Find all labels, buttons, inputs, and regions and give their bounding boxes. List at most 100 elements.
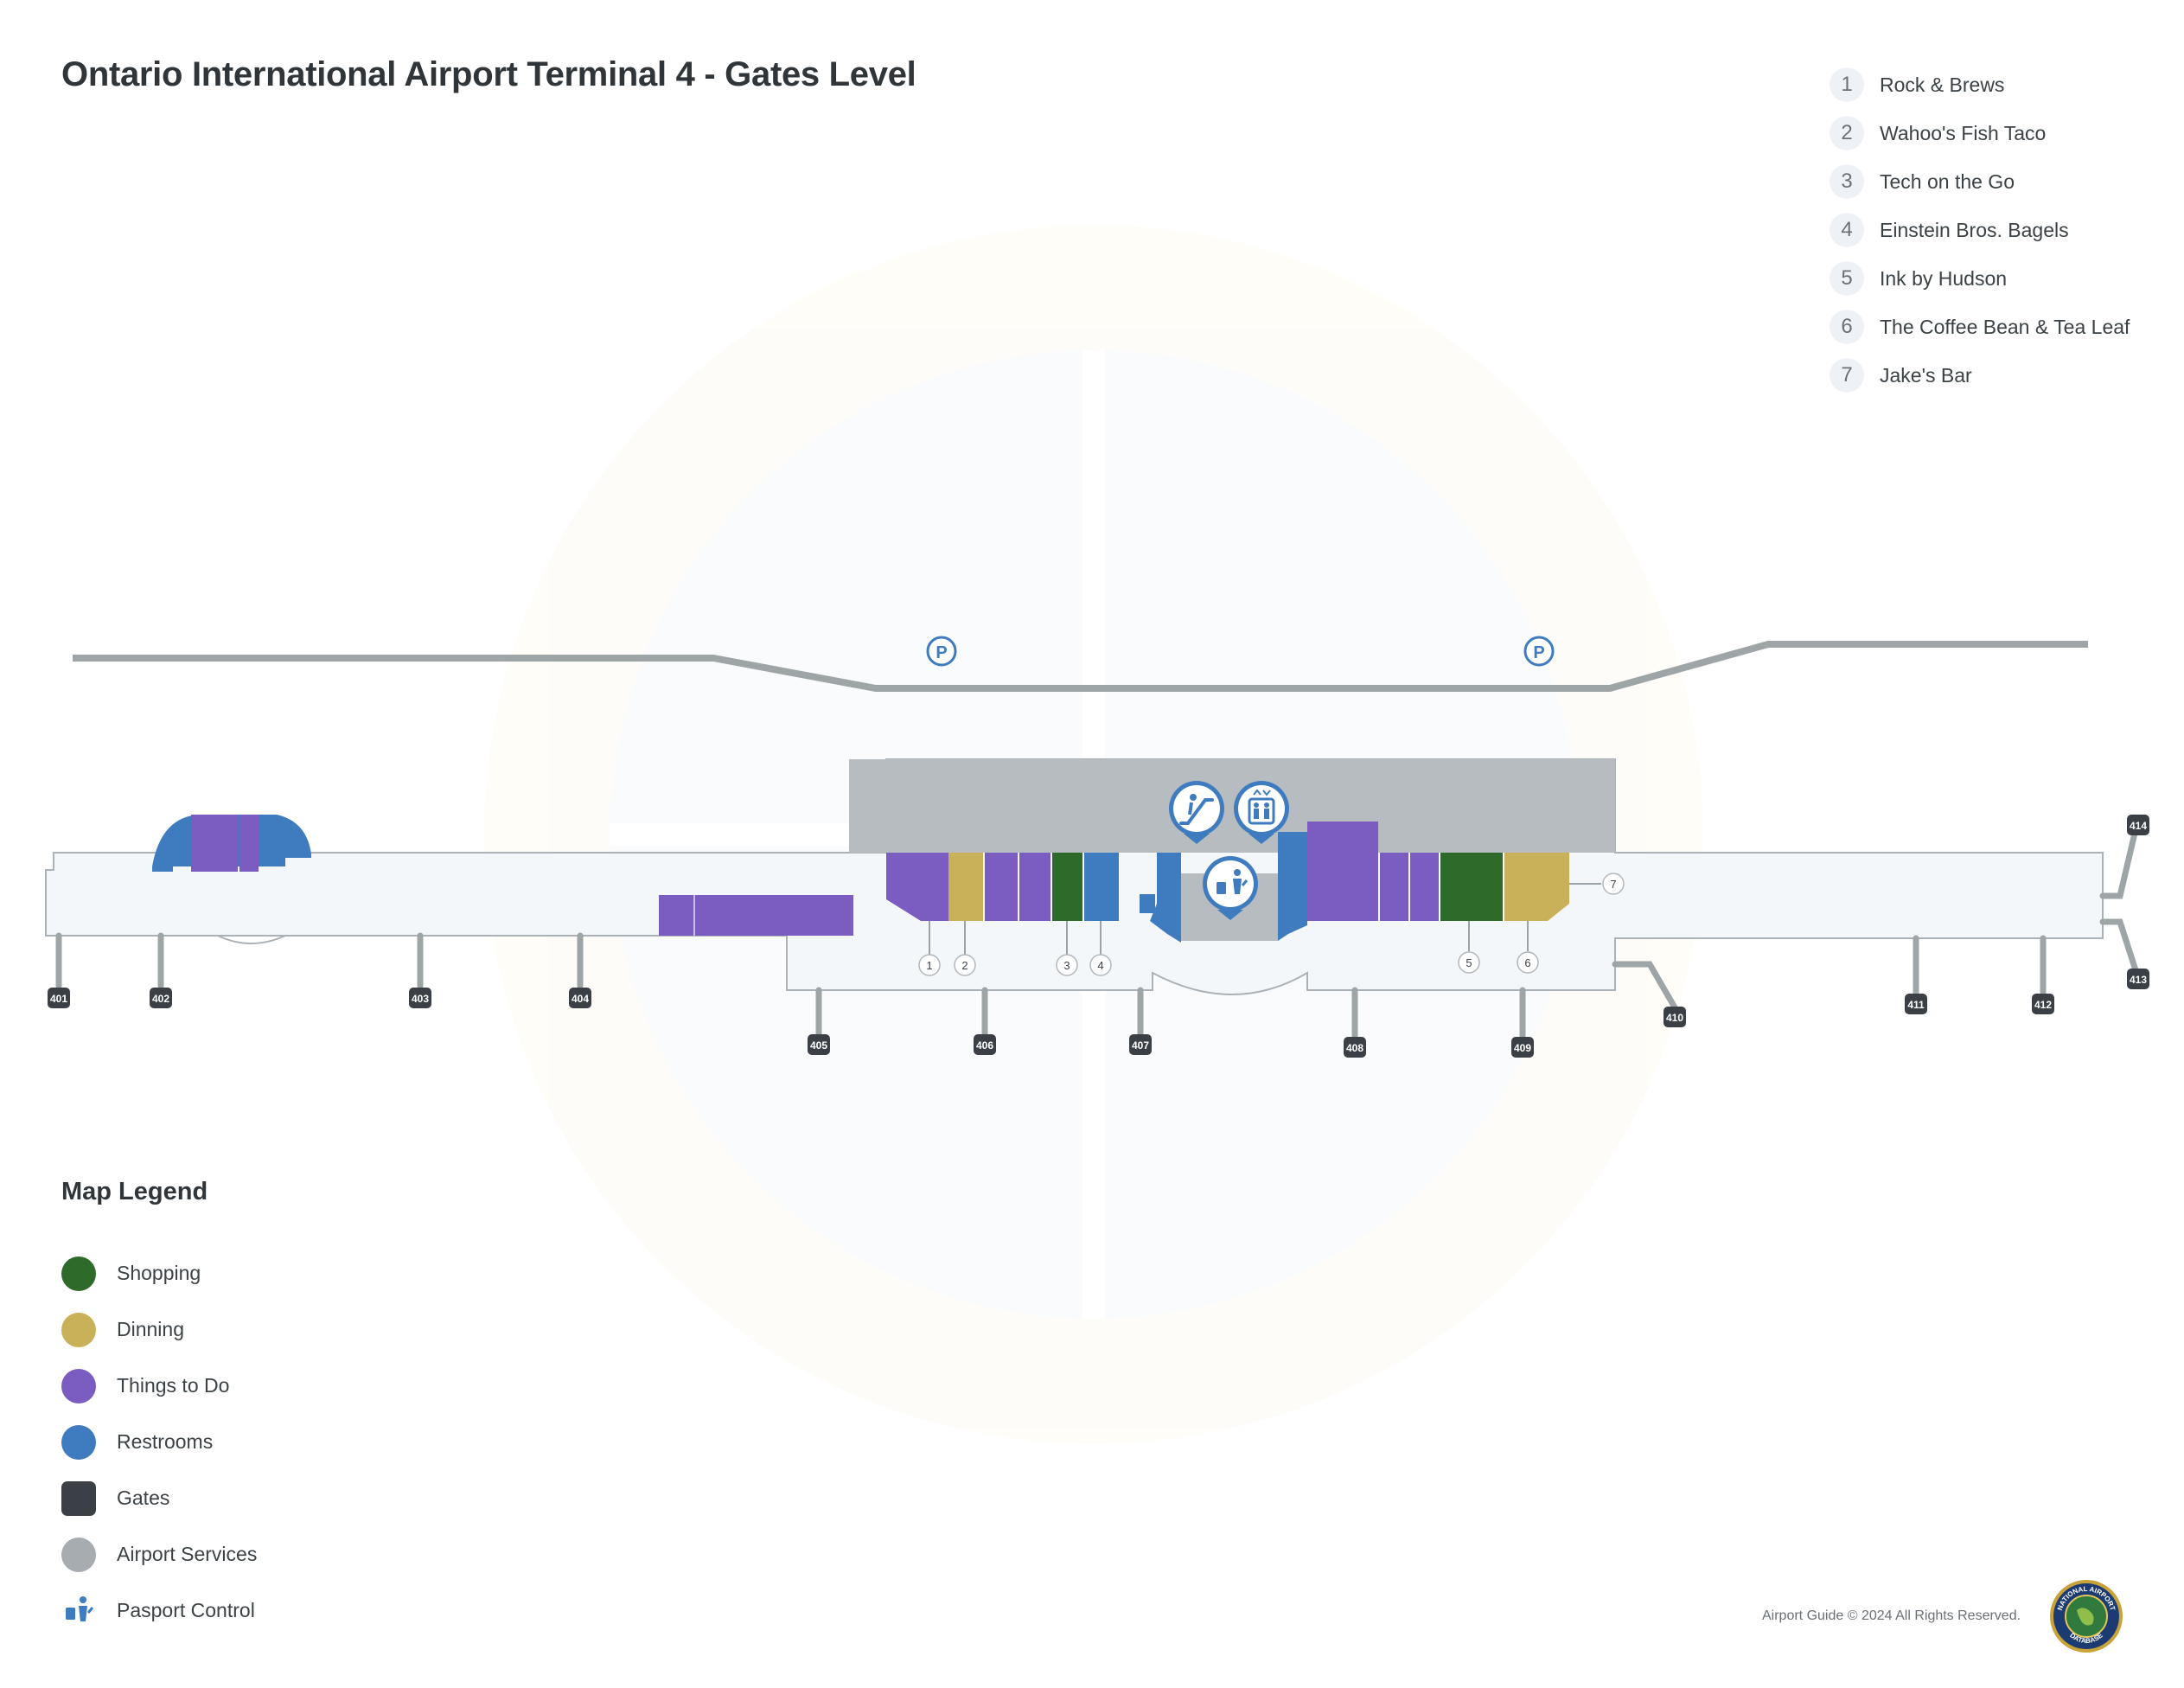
airport-database-logo: NATIONAL AIRPORT DATABASE bbox=[2050, 1580, 2123, 1653]
gate-404[interactable]: 404 bbox=[569, 988, 591, 1008]
map-legend: Shopping Dinning Things to Do Restrooms … bbox=[61, 1245, 257, 1639]
svg-text:405: 405 bbox=[810, 1039, 827, 1052]
elevator-icon[interactable] bbox=[1234, 781, 1289, 844]
poi-number: 4 bbox=[1830, 213, 1864, 247]
gate-413[interactable]: 413 bbox=[2127, 969, 2149, 989]
legend-title: Map Legend bbox=[61, 1178, 208, 1205]
poi-number: 3 bbox=[1830, 164, 1864, 199]
gate-401[interactable]: 401 bbox=[48, 988, 70, 1008]
poi-name: Jake's Bar bbox=[1880, 363, 1972, 387]
gate-405[interactable]: 405 bbox=[808, 1034, 830, 1055]
rotunda-building bbox=[152, 815, 311, 872]
map-marker[interactable]: 1 bbox=[918, 954, 941, 976]
poi-number: 7 bbox=[1830, 358, 1864, 393]
svg-text:407: 407 bbox=[1132, 1039, 1149, 1052]
legend-item-dining: Dinning bbox=[61, 1301, 257, 1358]
gate-409[interactable]: 409 bbox=[1511, 1037, 1534, 1058]
svg-text:403: 403 bbox=[412, 993, 429, 1005]
passport-control-icon[interactable] bbox=[1203, 856, 1258, 920]
legend-item-restrooms: Restrooms bbox=[61, 1414, 257, 1470]
legend-item-shopping: Shopping bbox=[61, 1245, 257, 1301]
svg-text:406: 406 bbox=[976, 1039, 993, 1052]
svg-text:402: 402 bbox=[152, 993, 169, 1005]
parking-icon[interactable]: P bbox=[926, 636, 957, 667]
area-things-to-do[interactable] bbox=[659, 895, 853, 936]
legend-label: Pasport Control bbox=[117, 1599, 255, 1621]
map-marker[interactable]: 6 bbox=[1517, 951, 1539, 974]
legend-label: Airport Services bbox=[117, 1543, 258, 1565]
poi-item[interactable]: 1 Rock & Brews bbox=[1830, 61, 2130, 109]
passport-control-icon bbox=[61, 1594, 96, 1628]
gate-408[interactable]: 408 bbox=[1344, 1037, 1366, 1058]
poi-item[interactable]: 7 Jake's Bar bbox=[1830, 351, 2130, 400]
road bbox=[73, 641, 2088, 692]
legend-item-airport-services: Airport Services bbox=[61, 1526, 257, 1582]
dining-swatch bbox=[61, 1312, 96, 1347]
svg-text:7: 7 bbox=[1610, 878, 1616, 891]
svg-text:411: 411 bbox=[1907, 999, 1925, 1011]
restrooms-swatch bbox=[61, 1424, 96, 1460]
legend-item-passport-control: Pasport Control bbox=[61, 1582, 257, 1639]
poi-name: Rock & Brews bbox=[1880, 73, 2005, 96]
svg-text:408: 408 bbox=[1346, 1042, 1363, 1054]
legend-label: Shopping bbox=[117, 1262, 201, 1284]
legend-item-things-to-do: Things to Do bbox=[61, 1358, 257, 1414]
shopping-swatch bbox=[61, 1256, 96, 1291]
legend-item-gates: Gates bbox=[61, 1470, 257, 1526]
central-shops[interactable] bbox=[886, 822, 1569, 943]
map-marker[interactable]: 7 bbox=[1602, 873, 1625, 895]
airport-services-swatch bbox=[61, 1537, 96, 1572]
gate-414[interactable]: 414 bbox=[2127, 815, 2149, 835]
map-marker[interactable]: 5 bbox=[1458, 951, 1480, 974]
map-marker[interactable]: 2 bbox=[954, 954, 976, 976]
poi-item[interactable]: 3 Tech on the Go bbox=[1830, 157, 2130, 206]
poi-name: Einstein Bros. Bagels bbox=[1880, 218, 2069, 241]
poi-number: 5 bbox=[1830, 261, 1864, 296]
svg-text:6: 6 bbox=[1524, 956, 1530, 969]
gates-swatch bbox=[61, 1480, 96, 1516]
svg-text:413: 413 bbox=[2130, 974, 2147, 986]
svg-text:401: 401 bbox=[50, 993, 67, 1005]
poi-item[interactable]: 4 Einstein Bros. Bagels bbox=[1830, 206, 2130, 254]
svg-text:2: 2 bbox=[961, 959, 967, 972]
svg-text:P: P bbox=[936, 643, 947, 662]
page-title: Ontario International Airport Terminal 4… bbox=[61, 55, 916, 93]
poi-item[interactable]: 2 Wahoo's Fish Taco bbox=[1830, 109, 2130, 157]
map-marker[interactable]: 4 bbox=[1089, 954, 1112, 976]
svg-text:3: 3 bbox=[1063, 959, 1070, 972]
poi-number: 1 bbox=[1830, 67, 1864, 102]
things-to-do-swatch bbox=[61, 1368, 96, 1403]
legend-label: Dinning bbox=[117, 1318, 184, 1340]
escalator-icon[interactable] bbox=[1169, 781, 1224, 844]
poi-list: 1 Rock & Brews 2 Wahoo's Fish Taco 3 Tech o… bbox=[1830, 61, 2130, 400]
svg-text:412: 412 bbox=[2034, 999, 2052, 1011]
gate-403[interactable]: 403 bbox=[409, 988, 431, 1008]
svg-text:1: 1 bbox=[926, 959, 932, 972]
gate-407[interactable]: 407 bbox=[1129, 1034, 1152, 1055]
poi-name: Ink by Hudson bbox=[1880, 266, 2008, 290]
svg-text:414: 414 bbox=[2130, 820, 2147, 832]
svg-text:410: 410 bbox=[1666, 1012, 1683, 1024]
poi-item[interactable]: 6 The Coffee Bean & Tea Leaf bbox=[1830, 303, 2130, 351]
gate-411[interactable]: 411 bbox=[1905, 994, 1927, 1014]
gate-410[interactable]: 410 bbox=[1664, 1007, 1686, 1027]
poi-name: Tech on the Go bbox=[1880, 169, 2015, 193]
parking-icon[interactable]: P bbox=[1523, 636, 1555, 667]
svg-text:404: 404 bbox=[572, 993, 589, 1005]
legend-label: Gates bbox=[117, 1487, 170, 1509]
gate-412[interactable]: 412 bbox=[2032, 994, 2054, 1014]
poi-item[interactable]: 5 Ink by Hudson bbox=[1830, 254, 2130, 303]
jet-bridges bbox=[55, 822, 2140, 1039]
poi-number: 2 bbox=[1830, 116, 1864, 150]
gate-402[interactable]: 402 bbox=[150, 988, 172, 1008]
svg-text:P: P bbox=[1533, 643, 1544, 662]
map-marker[interactable]: 3 bbox=[1056, 954, 1078, 976]
gate-406[interactable]: 406 bbox=[974, 1034, 996, 1055]
svg-text:4: 4 bbox=[1097, 959, 1103, 972]
legend-label: Restrooms bbox=[117, 1430, 214, 1453]
marker-leader-lines bbox=[929, 883, 1601, 955]
copyright-footer: Airport Guide © 2024 All Rights Reserved… bbox=[1762, 1608, 2021, 1623]
svg-text:409: 409 bbox=[1514, 1042, 1531, 1054]
svg-text:5: 5 bbox=[1466, 956, 1472, 969]
